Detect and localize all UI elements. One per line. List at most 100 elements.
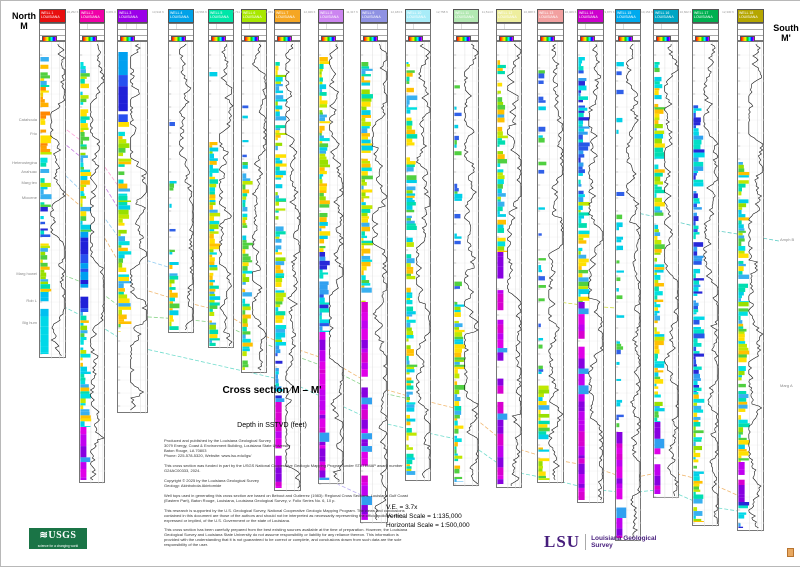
south-label-text: South xyxy=(771,23,800,33)
lgs-org-name: Louisiana Geological Survey xyxy=(591,535,656,550)
well-info-box xyxy=(168,23,194,41)
lsu-logo-text: LSU xyxy=(544,532,580,552)
well-location: LOUISIANA xyxy=(579,15,603,19)
well-info-box xyxy=(405,23,431,41)
usgs-tagline: science for a changing world xyxy=(29,543,87,549)
well-location: LOUISIANA xyxy=(276,15,300,19)
well-track-18 xyxy=(737,41,764,531)
disclaimer-paragraph: This research is supported by the U.S. G… xyxy=(164,508,409,523)
geology-credit: Geology: Akinbobola Akintomide xyxy=(164,483,414,488)
well-info-box xyxy=(577,23,604,41)
south-end-label: South M' xyxy=(771,23,800,43)
well-spacing-label: 10,566 ft xyxy=(191,10,211,14)
well-info-box xyxy=(537,23,564,41)
well-track-3 xyxy=(117,41,148,413)
well-info-box xyxy=(79,23,105,41)
well-info-box xyxy=(274,23,301,41)
well-location: LOUISIANA xyxy=(739,15,763,19)
well-location: LOUISIANA xyxy=(455,15,478,19)
well-track-15 xyxy=(615,41,641,541)
disclaimer-paragraph: This cross section has been carefully pr… xyxy=(164,527,409,547)
north-label-text: North xyxy=(9,11,39,21)
formation-label-left: Frio xyxy=(3,131,37,136)
well-spacing-label: 8,711 ft xyxy=(228,10,248,14)
well-track-13 xyxy=(537,41,564,483)
north-end-label: North M xyxy=(9,11,39,31)
formation-label-left: Miocene xyxy=(3,195,37,200)
well-location: LOUISIANA xyxy=(41,15,65,19)
well-spacing-label: 12,183 ft xyxy=(387,10,407,14)
well-track-16 xyxy=(653,41,679,498)
well-info-box xyxy=(117,23,148,41)
well-track-4 xyxy=(168,41,194,333)
well-info-box xyxy=(653,23,679,41)
well-track-2 xyxy=(79,41,105,483)
formation-label-left: Catahoula xyxy=(3,117,37,122)
well-track-5 xyxy=(208,41,234,348)
well-track-1 xyxy=(39,41,66,358)
well-info-box xyxy=(615,23,641,41)
well-track-10 xyxy=(405,41,431,481)
well-info-box xyxy=(318,23,344,41)
well-info-box xyxy=(737,23,764,41)
well-location: LOUISIANA xyxy=(694,15,718,19)
well-info-box xyxy=(496,23,522,41)
well-location: LOUISIANA xyxy=(320,15,343,19)
formation-label-right: Marg A xyxy=(780,383,793,388)
vertical-exaggeration: V.E. = 3.7x xyxy=(386,503,470,512)
formation-label-left: Rob L xyxy=(3,298,37,303)
formation-label-left: Big hum xyxy=(3,320,37,325)
well-info-box xyxy=(241,23,267,41)
well-spacing-label: 10,602 ft xyxy=(676,10,696,14)
usgs-logo: ≋USGS science for a changing world xyxy=(29,528,87,549)
formation-label-left: Anahuac xyxy=(3,169,37,174)
well-location: LOUISIANA xyxy=(362,15,387,19)
well-location: LOUISIANA xyxy=(210,15,233,19)
vertical-scale: Vertical Scale = 1:135,000 xyxy=(386,512,470,521)
well-spacing-label: 9,081 ft xyxy=(101,10,121,14)
well-location: LOUISIANA xyxy=(407,15,430,19)
well-track-14 xyxy=(577,41,604,503)
well-spacing-label: 9,053 ft xyxy=(261,10,281,14)
well-spacing-label: 10,154 ft xyxy=(637,10,657,14)
section-subtitle: Depth in SSTVD (feet) xyxy=(166,422,378,429)
well-info-box xyxy=(39,23,66,41)
title-block: Cross section M – M' Depth in SSTVD (fee… xyxy=(166,385,378,429)
credits-block: Produced and published by the Louisiana … xyxy=(164,438,414,503)
well-location: LOUISIANA xyxy=(81,15,104,19)
well-spacing-label: 12,029 ft xyxy=(300,10,320,14)
well-spacing-label: 12,758 ft xyxy=(432,10,452,14)
well-track-12 xyxy=(496,41,522,488)
well-info-box xyxy=(453,23,479,41)
well-location: LOUISIANA xyxy=(119,15,147,19)
lsu-lgs-logo: LSU Louisiana Geological Survey xyxy=(544,532,656,552)
well-spacing-label: 9,875 ft xyxy=(600,10,620,14)
horizontal-scale: Horizontal Scale = 1:500,000 xyxy=(386,521,470,530)
funding-note: This cross section was funded in part by… xyxy=(164,463,404,473)
section-title: Cross section M – M' xyxy=(166,385,378,396)
well-info-box xyxy=(208,23,234,41)
formation-label-left: Heterostegina xyxy=(3,160,37,165)
north-m-label: M xyxy=(9,21,39,31)
formation-label-left: Marg howei xyxy=(3,271,37,276)
formation-label-left: Marg tex xyxy=(3,180,37,185)
well-spacing-label: 13,944 ft xyxy=(148,10,168,14)
usgs-logo-text: ≋USGS xyxy=(29,528,87,543)
well-location: LOUISIANA xyxy=(655,15,678,19)
well-location: LOUISIANA xyxy=(617,15,640,19)
